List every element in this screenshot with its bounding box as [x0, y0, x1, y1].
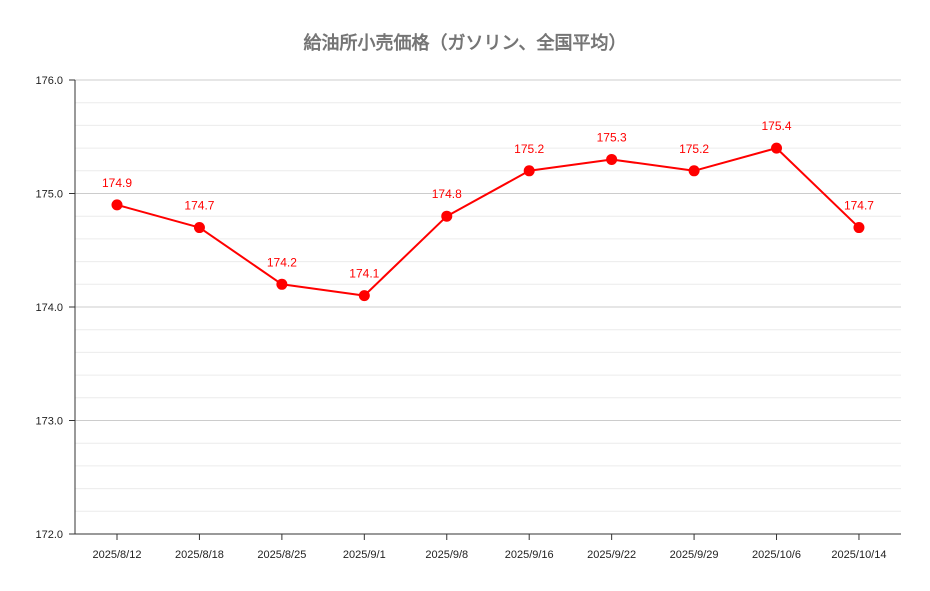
data-point: [853, 222, 865, 234]
x-tick-label: 2025/8/18: [175, 549, 224, 561]
data-label: 174.9: [102, 176, 132, 190]
gridlines: [75, 79, 901, 512]
x-tick-label: 2025/9/16: [505, 549, 554, 561]
data-point: [276, 278, 288, 290]
data-label: 174.1: [349, 267, 379, 281]
y-tick-label: 174.0: [35, 302, 63, 314]
data-label: 174.8: [432, 187, 462, 201]
x-tick-label: 2025/8/25: [257, 549, 306, 561]
data-point: [358, 290, 370, 302]
axes: 172.0 173.0 174.0 175.0 176.0 2025/8/12 2025/8…: [35, 75, 901, 561]
data-point: [606, 153, 618, 165]
data-point: [193, 222, 205, 234]
data-label: 175.2: [679, 142, 709, 156]
data-label: 174.2: [267, 255, 297, 269]
chart-title: 給油所小売価格（ガソリン、全国平均）: [304, 32, 627, 54]
x-tick-label: 2025/9/1: [343, 549, 386, 561]
data-label: 175.4: [762, 119, 792, 133]
data-labels: 174.9 174.7 174.2 174.1 174.8 175.2 175.3 175.2…: [102, 119, 874, 281]
data-label: 174.7: [844, 199, 874, 213]
data-point: [771, 142, 783, 154]
x-tick-label: 2025/10/6: [752, 549, 801, 561]
data-point: [688, 165, 700, 177]
x-tick-label: 2025/9/22: [587, 549, 636, 561]
data-label: 174.7: [184, 199, 214, 213]
x-tick-label: 2025/9/8: [425, 549, 468, 561]
data-point: [111, 199, 123, 211]
y-tick-label: 173.0: [35, 416, 63, 428]
x-tick-label: 2025/10/14: [831, 549, 886, 561]
data-point: [523, 165, 535, 177]
x-tick-label: 2025/9/29: [670, 549, 719, 561]
data-label: 175.2: [514, 142, 544, 156]
data-label: 175.3: [597, 130, 627, 144]
y-tick-label: 175.0: [35, 189, 63, 201]
data-point: [441, 210, 453, 222]
series-line: [116, 147, 860, 297]
series: [111, 142, 865, 302]
y-tick-label: 176.0: [35, 75, 63, 87]
x-tick-label: 2025/8/12: [93, 549, 142, 561]
y-tick-label: 172.0: [35, 529, 63, 541]
